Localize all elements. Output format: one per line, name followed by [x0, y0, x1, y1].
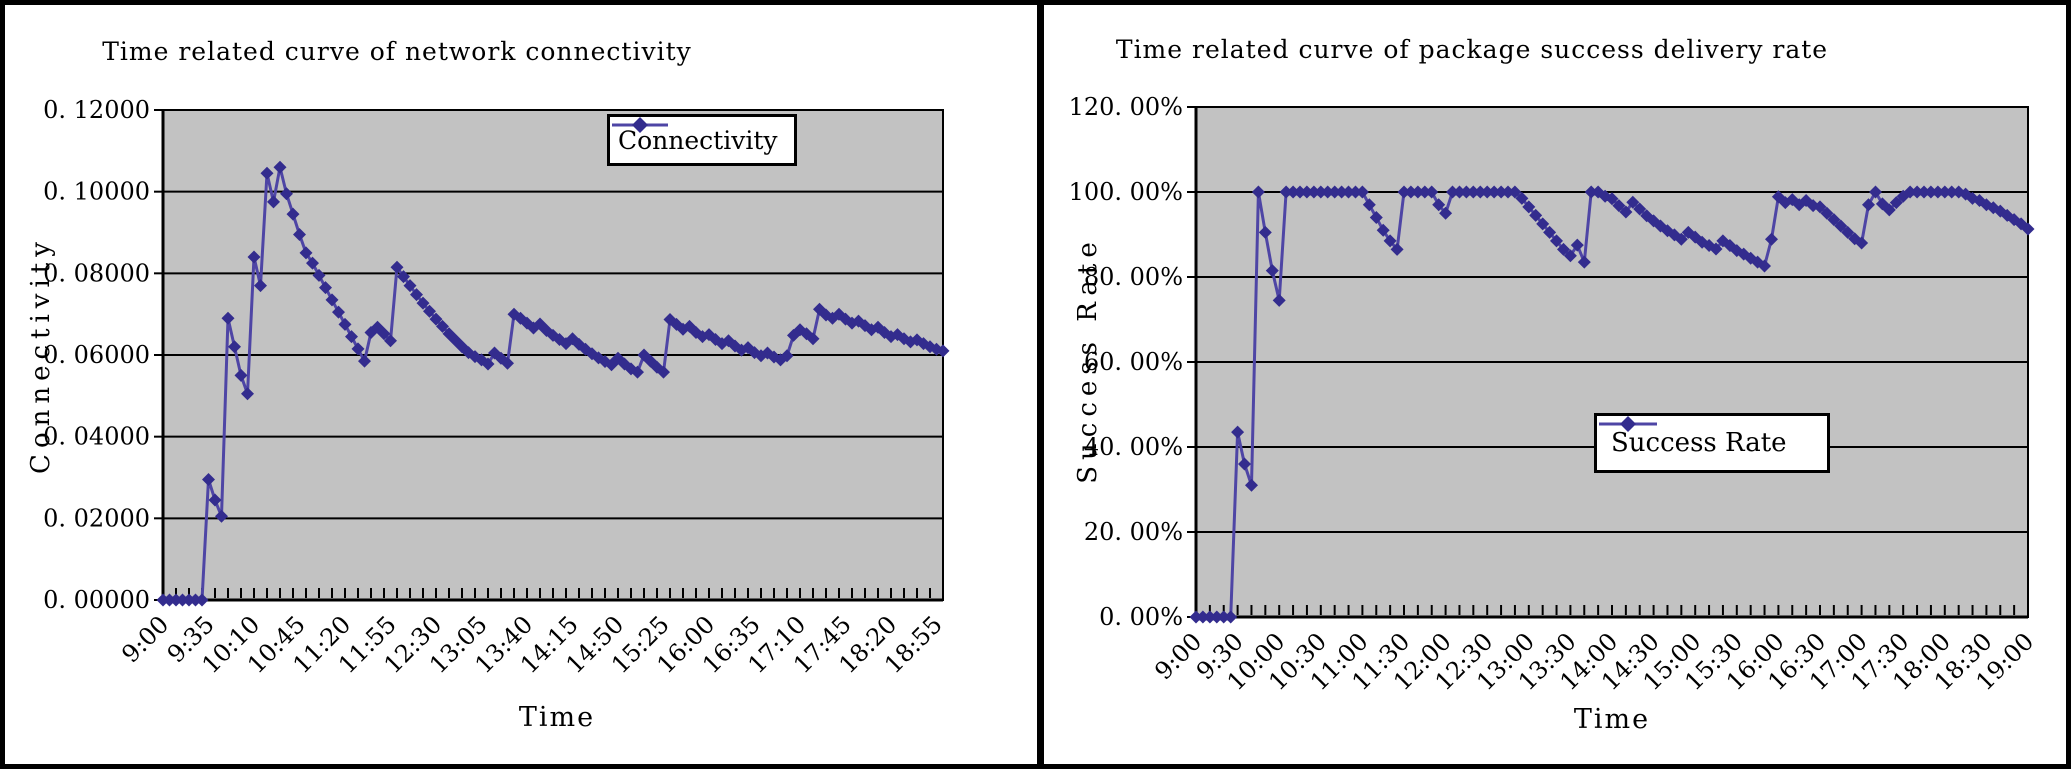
svg-text:9:00: 9:00: [1149, 627, 1207, 685]
x-minor-ticks: [1195, 605, 2029, 615]
legend-connectivity: Connectivity: [607, 114, 797, 166]
svg-text:0. 00000: 0. 00000: [43, 586, 150, 614]
chart-panel-connectivity: 0. 00000 0. 02000 0. 04000 0. 06000 0. 08000…: [5, 5, 1041, 764]
x-axis-title-time-left: Time: [518, 702, 596, 733]
y-axis-title-connectivity: Connectivity: [26, 236, 56, 474]
svg-text:60. 00%: 60. 00%: [1084, 348, 1183, 376]
svg-text:20. 00%: 20. 00%: [1084, 518, 1183, 546]
svg-text:0. 06000: 0. 06000: [43, 341, 150, 369]
x-tick-labels: 9:009:3010:0010:3011:0011:3012:0012:3013…: [1149, 627, 2039, 696]
x-minor-ticks: [162, 588, 944, 598]
svg-text:0. 08000: 0. 08000: [43, 259, 150, 287]
legend-label: Success Rate: [1611, 428, 1787, 458]
svg-text:120. 00%: 120. 00%: [1069, 93, 1183, 121]
legend-line-marker-icon: [1599, 416, 1657, 432]
svg-text:80. 00%: 80. 00%: [1084, 263, 1183, 291]
svg-text:40. 00%: 40. 00%: [1084, 433, 1183, 461]
svg-text:9:00: 9:00: [116, 610, 174, 668]
chart-title-success-rate: Time related curve of package success de…: [1115, 35, 1829, 64]
legend-label: Connectivity: [618, 125, 778, 155]
svg-text:0. 02000: 0. 02000: [43, 504, 150, 532]
legend-line-marker-icon: [612, 117, 668, 133]
y-axis-title-success-rate: Success Rate: [1073, 236, 1103, 484]
svg-text:0. 04000: 0. 04000: [43, 423, 150, 451]
x-tick-labels: 9:009:3510:1010:4511:2011:5512:3013:0513…: [116, 610, 947, 679]
chart-title-connectivity: Time related curve of network connectivi…: [102, 37, 692, 66]
svg-text:0. 00%: 0. 00%: [1099, 603, 1183, 631]
svg-text:0. 10000: 0. 10000: [43, 178, 150, 206]
success-rate-plot: 0. 00% 20. 00% 40. 00% 60. 00% 80. 00% 100. 0…: [1069, 93, 2040, 696]
svg-text:0. 12000: 0. 12000: [43, 96, 150, 124]
y-tick-labels: 0. 00000 0. 02000 0. 04000 0. 06000 0. 08000…: [43, 96, 150, 614]
legend-success-rate: Success Rate: [1594, 413, 1830, 473]
svg-text:100. 00%: 100. 00%: [1069, 178, 1183, 206]
y-tick-labels: 0. 00% 20. 00% 40. 00% 60. 00% 80. 00% 100. 0…: [1069, 93, 1183, 631]
x-axis-title-time-right: Time: [1573, 704, 1651, 735]
chart-panel-success-rate: 0. 00% 20. 00% 40. 00% 60. 00% 80. 00% 100. 0…: [1041, 5, 2062, 764]
connectivity-plot: 0. 00000 0. 02000 0. 04000 0. 06000 0. 08000…: [43, 96, 950, 679]
